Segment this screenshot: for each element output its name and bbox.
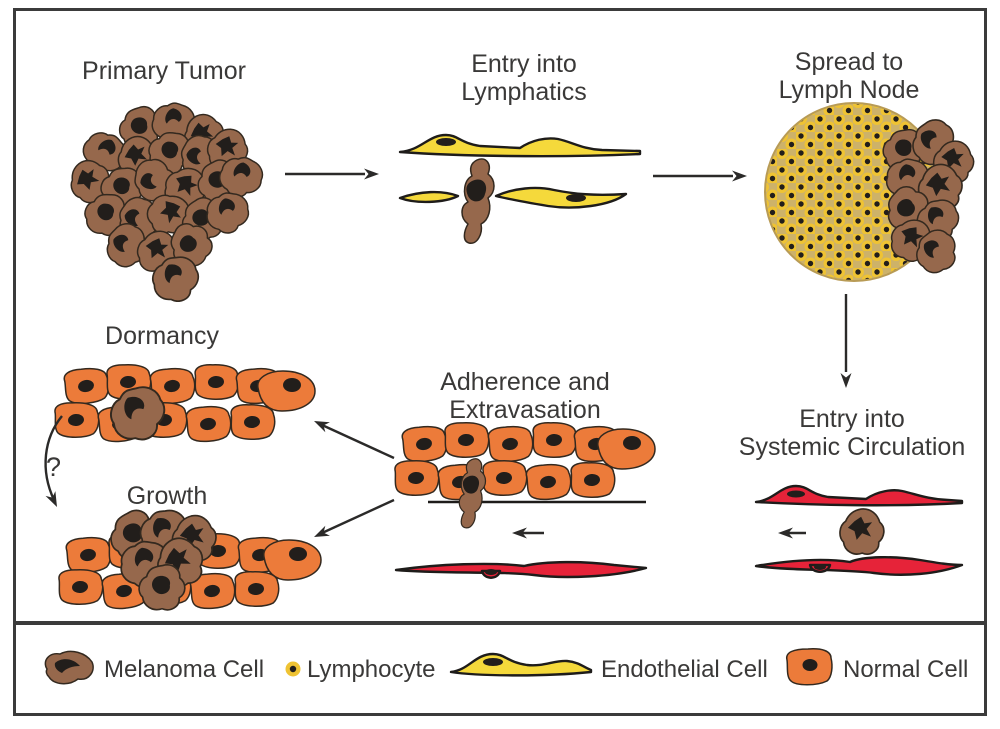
arrow-adherence-to-dormancy (314, 421, 395, 460)
spread-to-lymph-node-label: Spread to Lymph Node (778, 48, 920, 104)
legend-label-melanoma: Melanoma Cell (104, 656, 265, 683)
entry-into-systemic-circulation-label: Entry into Systemic Circulation (738, 405, 966, 461)
melanoma-cell-glyph (461, 158, 495, 244)
lymph-node-illustration (764, 102, 977, 282)
adherence-extravasation-illustration (393, 420, 656, 579)
endothelial-cell-bottom (754, 556, 964, 576)
arrow-lymphatics-to-node (653, 170, 747, 182)
legend-divider (14, 621, 986, 625)
endothelial-cell-icon (449, 652, 593, 677)
systemic-circulation-illustration (754, 484, 964, 576)
flow-arrow-left (778, 527, 806, 539)
endothelial-cell-top (754, 484, 964, 507)
endothelial-cell-top (398, 133, 642, 158)
figure-border (13, 8, 987, 716)
dormancy-label: Dormancy (105, 322, 219, 350)
legend-label-normal: Normal Cell (843, 656, 969, 683)
growth-label: Growth (126, 482, 208, 510)
primary-tumor-illustration (61, 96, 266, 302)
adherence-extravasation-label: Adherence and Extravasation (440, 368, 610, 424)
lymphocyte-icon (285, 661, 301, 677)
endothelial-cell-bottom-right (494, 186, 628, 209)
arrow-adherence-to-growth (314, 498, 395, 537)
question-mark-label: ? (46, 452, 62, 482)
normal-cell-icon (786, 648, 833, 686)
endothelial-cell-bottom (394, 560, 648, 579)
legend-label-lymphocyte: Lymphocyte (307, 656, 436, 683)
entry-into-lymphatics-label: Entry into Lymphatics (461, 50, 587, 106)
arrow-primary-to-lymphatics (285, 168, 379, 180)
primary-tumor-label: Primary Tumor (82, 57, 246, 85)
lymphatics-illustration (398, 133, 642, 244)
melanoma-cell-icon (44, 650, 94, 685)
arrow-node-to-systemic (840, 294, 852, 388)
endothelial-cell-bottom-left (398, 190, 460, 204)
legend-label-endothelial: Endothelial Cell (601, 656, 768, 683)
flow-arrow-left (512, 527, 544, 539)
melanoma-cell-glyph (839, 508, 885, 555)
normal-tissue-glyph (393, 420, 656, 502)
arrow-dormancy-to-growth (44, 415, 63, 507)
